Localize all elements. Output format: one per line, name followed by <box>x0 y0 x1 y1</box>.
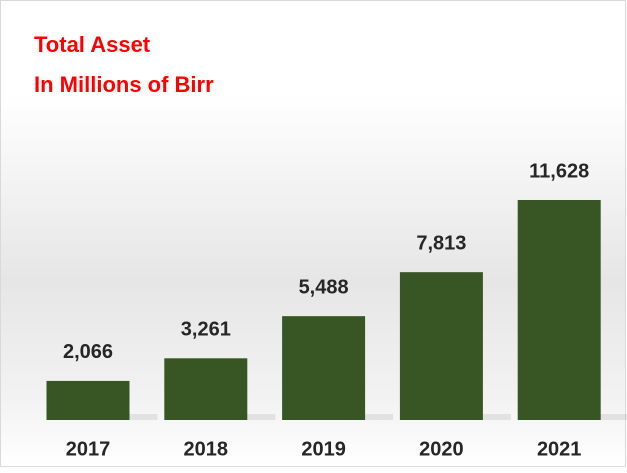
bar-shadow <box>127 414 158 420</box>
bar <box>46 380 130 420</box>
bar <box>164 358 248 420</box>
x-tick-label: 2021 <box>537 438 582 460</box>
bar-shadow <box>598 414 627 420</box>
bar-shadow <box>245 414 276 420</box>
value-label: 5,488 <box>299 276 349 298</box>
x-tick-label: 2017 <box>66 438 111 460</box>
bar <box>517 200 601 420</box>
value-label: 3,261 <box>181 319 231 341</box>
chart-title: Total Asset <box>34 32 151 57</box>
bar-shadow <box>363 414 394 420</box>
x-tick-label: 2020 <box>419 438 464 460</box>
bar <box>399 272 483 420</box>
value-label: 2,066 <box>63 341 113 363</box>
value-label: 7,813 <box>416 232 466 254</box>
chart-subtitle: In Millions of Birr <box>34 72 214 97</box>
value-label: 11,628 <box>529 160 589 182</box>
bar <box>282 316 366 420</box>
x-tick-label: 2019 <box>301 438 346 460</box>
x-tick-label: 2018 <box>184 438 229 460</box>
bar-shadow <box>480 414 511 420</box>
